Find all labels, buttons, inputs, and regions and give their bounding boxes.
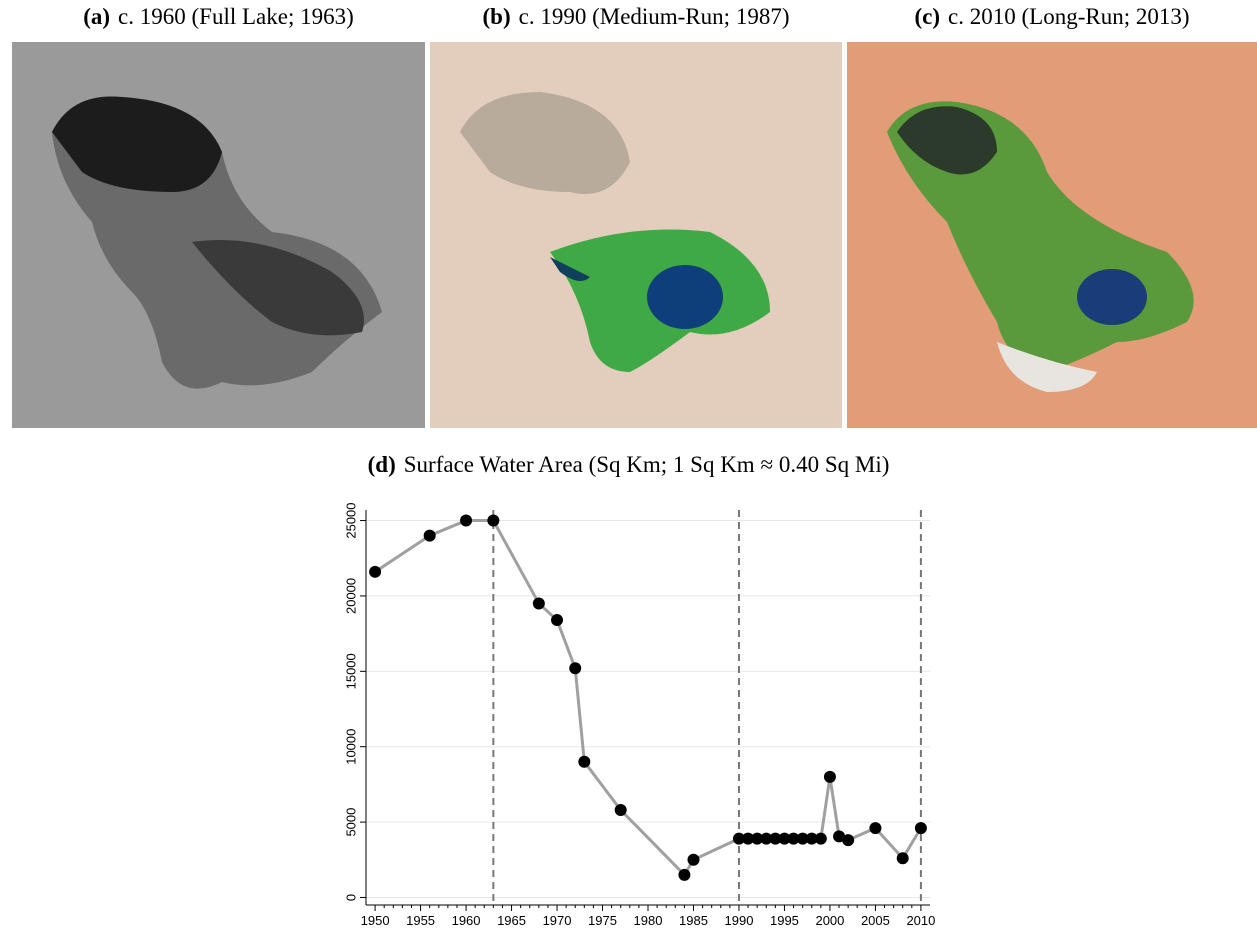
x-tick-label: 2010 (906, 913, 935, 928)
data-point (833, 830, 846, 843)
x-tick-label: 1950 (361, 913, 390, 928)
data-point (742, 832, 755, 845)
x-tick-label: 1985 (679, 913, 708, 928)
data-point (914, 822, 927, 835)
panel-label: (a) (83, 4, 111, 29)
panel-label: (c) (914, 4, 941, 29)
y-tick-label: 25000 (343, 502, 358, 538)
caption-text: c. 1960 (Full Lake; 1963) (118, 4, 354, 29)
panel-label: (b) (482, 4, 511, 29)
data-point (551, 614, 564, 627)
x-tick-label: 1970 (543, 913, 572, 928)
data-point (896, 852, 909, 865)
data-point (614, 804, 627, 817)
x-tick-label: 2000 (815, 913, 844, 928)
satellite-image (847, 42, 1257, 428)
data-point (751, 832, 764, 845)
x-tick-label: 2005 (861, 913, 890, 928)
x-tick-label: 1960 (452, 913, 481, 928)
data-point (787, 832, 800, 845)
data-point (460, 514, 473, 527)
caption-text: c. 2010 (Long-Run; 2013) (948, 4, 1190, 29)
panel-caption: (b) c. 1990 (Medium-Run; 1987) (430, 4, 842, 30)
data-point (687, 853, 700, 866)
data-point (842, 834, 855, 847)
data-point (578, 755, 591, 768)
data-point (678, 868, 691, 881)
data-point (869, 822, 882, 835)
y-tick-label: 15000 (343, 653, 358, 689)
x-tick-label: 1975 (588, 913, 617, 928)
y-tick-label: 5000 (343, 808, 358, 837)
chart-title-text: Surface Water Area (Sq Km; 1 Sq Km ≈ 0.4… (403, 452, 890, 477)
data-point (532, 597, 545, 610)
satellite-image (12, 42, 425, 428)
chart-label: (d) (367, 452, 396, 477)
x-tick-label: 1990 (725, 913, 754, 928)
x-tick-label: 1955 (406, 913, 435, 928)
data-point (769, 832, 782, 845)
data-point (778, 832, 791, 845)
satellite-image (430, 42, 842, 428)
panel-caption: (a) c. 1960 (Full Lake; 1963) (12, 4, 425, 30)
data-point (569, 662, 582, 675)
data-point (814, 832, 827, 845)
data-point (805, 832, 818, 845)
data-point (369, 565, 382, 578)
chart-title: (d) Surface Water Area (Sq Km; 1 Sq Km ≈ … (0, 452, 1257, 478)
y-tick-label: 20000 (343, 578, 358, 614)
data-point (487, 514, 500, 527)
x-tick-label: 1980 (634, 913, 663, 928)
x-tick-label: 1995 (770, 913, 799, 928)
data-point (760, 832, 773, 845)
x-tick-label: 1965 (497, 913, 526, 928)
data-point (823, 770, 836, 783)
y-tick-label: 0 (343, 894, 358, 901)
data-point (732, 832, 745, 845)
panel-caption: (c) c. 2010 (Long-Run; 2013) (847, 4, 1257, 30)
caption-text: c. 1990 (Medium-Run; 1987) (518, 4, 790, 29)
y-tick-label: 10000 (343, 729, 358, 765)
data-point (423, 529, 436, 542)
data-point (796, 832, 809, 845)
